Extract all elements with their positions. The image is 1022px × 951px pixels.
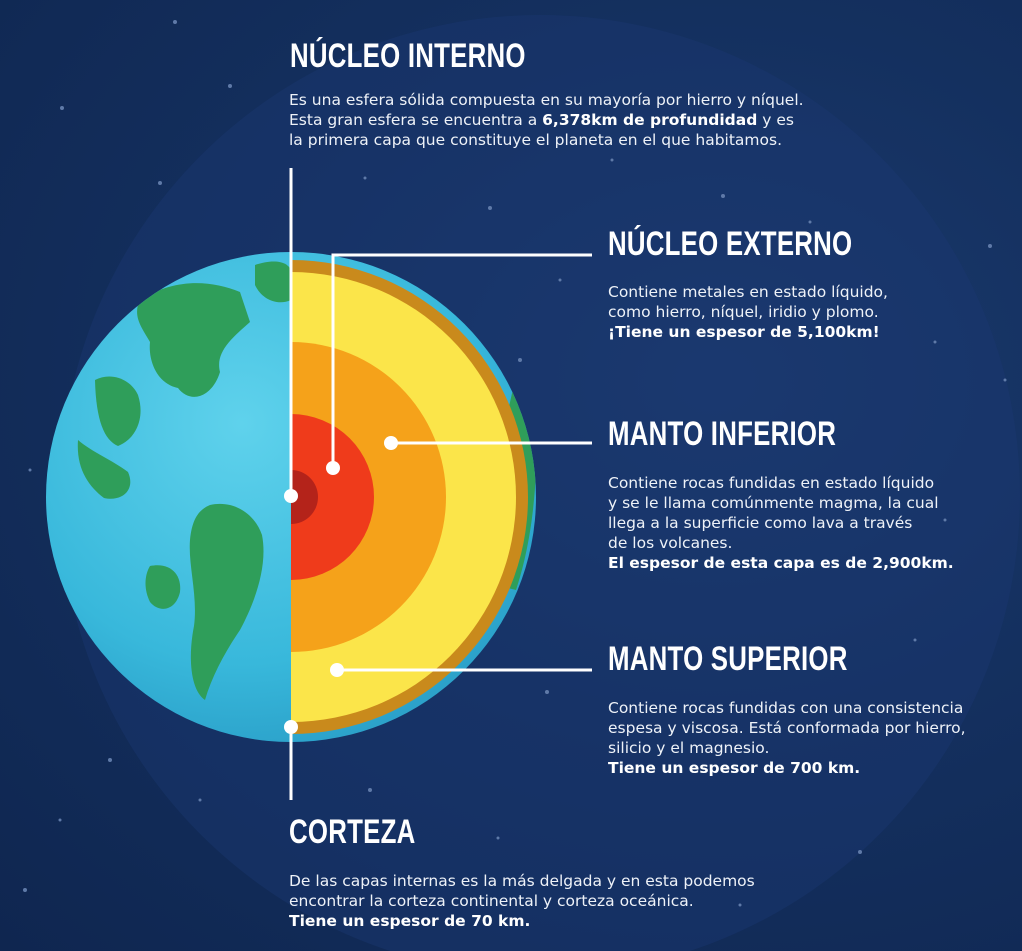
inner-core-description: Es una esfera sólida compuesta en su may…	[289, 90, 804, 150]
inner-core-depth: 6,378km de profundidad	[542, 111, 758, 129]
outer-core-dot	[326, 461, 340, 475]
outer-core-title: NÚCLEO EXTERNO	[608, 225, 853, 263]
upper-mantle-title: MANTO SUPERIOR	[608, 640, 848, 678]
outer-core-thickness: ¡Tiene un espesor de 5,100km!	[608, 323, 880, 341]
crust-thickness: Tiene un espesor de 70 km.	[289, 912, 531, 930]
lower-mantle-line-2: y se le llama comúnmente magma, la cual	[608, 494, 939, 512]
lower-mantle-title: MANTO INFERIOR	[608, 415, 837, 453]
lower-mantle-description: Contiene rocas fundidas en estado líquid…	[608, 473, 954, 573]
outer-core-layer	[291, 414, 374, 580]
crust-dot	[284, 720, 298, 734]
lower-mantle-dot	[384, 436, 398, 450]
upper-mantle-description: Contiene rocas fundidas con una consiste…	[608, 698, 966, 778]
continents	[77, 261, 291, 700]
outer-core-description: Contiene metales en estado líquido, como…	[608, 282, 888, 342]
upper-mantle-thickness: Tiene un espesor de 700 km.	[608, 759, 861, 777]
star-field	[23, 20, 1007, 907]
inner-core-line-2: Esta gran esfera se encuentra a 6,378km …	[289, 111, 794, 129]
outer-core-line-1: Contiene metales en estado líquido,	[608, 283, 888, 301]
inner-core-dot	[284, 489, 298, 503]
callout-dots	[284, 436, 398, 734]
inner-core-layer	[291, 470, 318, 524]
lower-mantle-line-1: Contiene rocas fundidas en estado líquid…	[608, 474, 935, 492]
lower-mantle-line-3: llega a la superficie como lava a través	[608, 514, 913, 532]
upper-mantle-line-2: espesa y viscosa. Está conformada por hi…	[608, 719, 966, 737]
outer-core-line-2: como hierro, níquel, iridio y plomo.	[608, 303, 879, 321]
upper-mantle-line-3: silicio y el magnesio.	[608, 739, 770, 757]
cutaway-layers	[291, 260, 528, 734]
outer-core-line	[331, 253, 592, 468]
upper-mantle-dot	[330, 663, 344, 677]
crust-title: CORTEZA	[289, 813, 416, 851]
upper-mantle-line-1: Contiene rocas fundidas con una consiste…	[608, 699, 964, 717]
lower-mantle-line-4: de los volcanes.	[608, 534, 733, 552]
lower-mantle-thickness: El espesor de esta capa es de 2,900km.	[608, 554, 954, 572]
inner-core-line-3: la primera capa que constituye el planet…	[289, 131, 783, 149]
callout-lines	[289, 168, 592, 800]
crust-line-1: De las capas internas es la más delgada …	[289, 872, 755, 890]
crust-line-2: encontrar la corteza continental y corte…	[289, 892, 694, 910]
inner-core-line-1: Es una esfera sólida compuesta en su may…	[289, 91, 804, 109]
inner-core-title: NÚCLEO INTERNO	[290, 37, 526, 75]
crust-description: De las capas internas es la más delgada …	[289, 871, 755, 931]
